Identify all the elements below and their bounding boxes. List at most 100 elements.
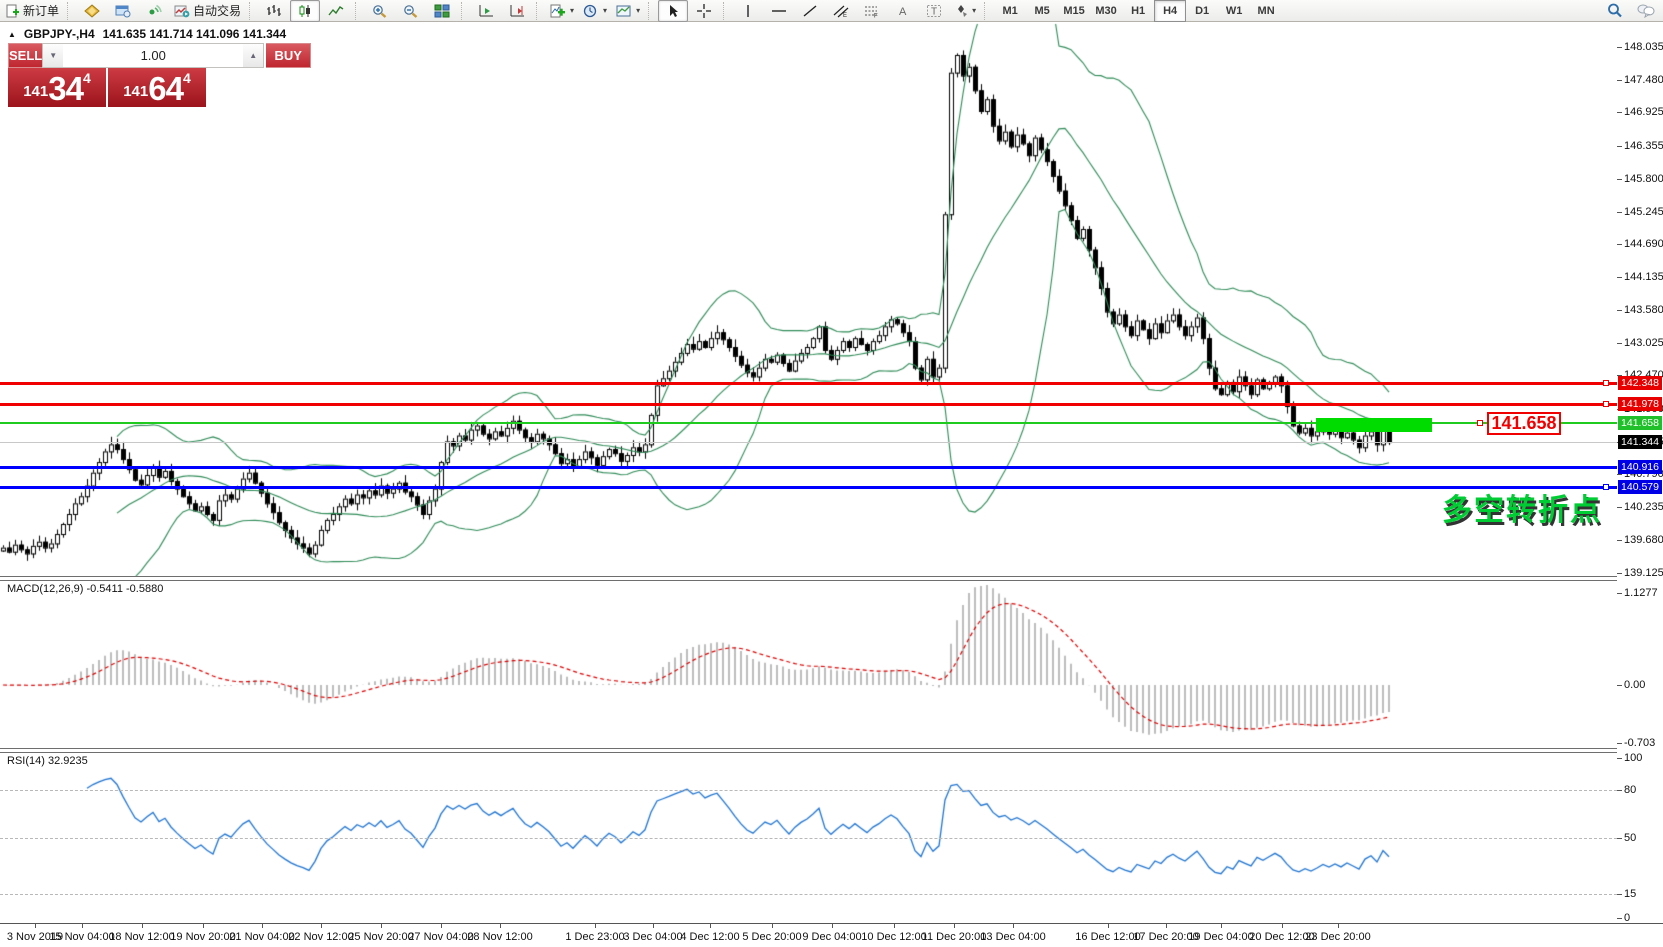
zone-price-callout[interactable]: 141.658 <box>1487 412 1561 436</box>
panel-separator[interactable] <box>0 748 1663 749</box>
indicators-button[interactable]: ▾ <box>546 0 578 22</box>
axis-tick-mark <box>1617 742 1622 744</box>
time-tick-label: 10 Dec 12:00 <box>861 931 927 943</box>
panel-collapse-arrow[interactable]: ▲ <box>8 29 16 39</box>
support-line-140.579[interactable] <box>0 485 1617 489</box>
price-divider <box>106 68 108 107</box>
timeframe-h4[interactable]: H4 <box>1154 0 1187 22</box>
demand-zone-rect[interactable] <box>1316 418 1432 433</box>
candlestick-chart-button[interactable] <box>290 0 321 22</box>
axis-tick-mark <box>1617 47 1622 48</box>
timeframe-m1[interactable]: M1 <box>1002 4 1018 17</box>
volume-increase-button[interactable]: ▲ <box>243 44 264 67</box>
buy-price-button[interactable]: 141 64 4 <box>108 68 206 107</box>
resistance-line-141.978[interactable] <box>0 403 1617 407</box>
time-tick-mark <box>1166 924 1167 928</box>
auto-trading-button[interactable]: 自动交易 <box>170 0 245 22</box>
auto-scroll-button[interactable] <box>471 0 501 22</box>
time-tick-label: 1 Dec 23:00 <box>565 931 625 943</box>
metaeditor-icon <box>84 3 100 18</box>
axis-tick-mark <box>1617 474 1622 476</box>
timeframe-m30[interactable]: M30 <box>1095 4 1117 17</box>
chart-shift-button[interactable] <box>502 0 532 22</box>
line-endpoint-marker[interactable] <box>1603 483 1609 490</box>
rsi-level-80 <box>0 790 1617 791</box>
time-tick-label: 20 Dec 12:00 <box>1249 931 1315 943</box>
bar-chart-icon <box>267 4 282 16</box>
cursor-button[interactable] <box>658 0 689 22</box>
chart-shift-icon <box>510 4 525 16</box>
axis-tick-mark <box>1617 838 1622 839</box>
line-chart-button[interactable] <box>321 0 351 22</box>
time-tick-label: 28 Nov 12:00 <box>467 931 533 943</box>
panel-separator[interactable] <box>0 576 1663 577</box>
time-tick-mark <box>1282 924 1283 928</box>
chart-plot-area[interactable]: ▲ GBPJPY-,H4 141.635 141.714 141.096 141… <box>0 22 1663 947</box>
timeframe-d1[interactable]: D1 <box>1195 4 1210 17</box>
line-endpoint-marker[interactable] <box>1603 379 1609 386</box>
price-tick-label: 139.680 <box>1624 533 1663 546</box>
templates-caret: ▾ <box>636 6 641 15</box>
zoom-in-button[interactable] <box>365 0 395 22</box>
support-line-140.916[interactable] <box>0 466 1617 470</box>
price-tick-label: 145.800 <box>1624 172 1663 185</box>
fibonacci-button[interactable]: F <box>857 0 887 22</box>
time-tick-label: 27 Nov 04:00 <box>408 931 474 943</box>
price-chart-canvas[interactable] <box>0 22 1663 947</box>
search-button[interactable] <box>1600 0 1630 22</box>
buy-button[interactable]: BUY <box>266 43 312 68</box>
timeframe-w1[interactable]: W1 <box>1225 4 1243 17</box>
zoom-out-button[interactable] <box>396 0 426 22</box>
buy-price-sup: 4 <box>182 70 191 86</box>
periods-button[interactable]: ▾ <box>579 0 611 22</box>
crosshair-button[interactable] <box>689 0 719 22</box>
panel-separator[interactable] <box>0 752 1663 753</box>
auto-scroll-icon <box>479 4 494 16</box>
equidistant-channel-button[interactable]: E <box>826 0 856 22</box>
new-order-button[interactable]: 新订单 <box>2 0 63 22</box>
turning-point-annotation[interactable]: 多空转折点 <box>1442 494 1602 527</box>
pivot-line-141.658[interactable] <box>0 422 1617 425</box>
timeframe-m5[interactable]: M5 <box>1034 4 1050 17</box>
chart-symbol: GBPJPY-,H4 <box>23 27 95 41</box>
current-price-line-141.344[interactable] <box>0 441 1617 443</box>
axis-tick-mark <box>1617 758 1622 759</box>
price-badge-141.978: 141.978 <box>1618 397 1662 412</box>
terminal-button[interactable] <box>108 0 138 22</box>
time-tick-mark <box>1013 924 1014 928</box>
time-tick-label: 21 Nov 04:00 <box>229 931 295 943</box>
time-tick-label: 4 Dec 12:00 <box>680 931 740 943</box>
price-axis[interactable]: 148.035 147.480 146.925 146.355 145.800 145.2… <box>1617 22 1663 947</box>
text-label-button[interactable]: T <box>919 0 949 22</box>
svg-text:A: A <box>899 6 907 18</box>
tile-windows-button[interactable] <box>427 0 457 22</box>
templates-button[interactable]: ▾ <box>612 0 644 22</box>
signals-button[interactable] <box>139 0 169 22</box>
timeframe-h1[interactable]: H1 <box>1131 4 1146 17</box>
resistance-line-142.348[interactable] <box>0 381 1617 385</box>
chat-button[interactable] <box>1631 0 1661 22</box>
bar-chart-button[interactable] <box>259 0 289 22</box>
arrows-button[interactable]: ▾ <box>950 0 980 22</box>
sell-button[interactable]: SELL <box>8 43 43 68</box>
vertical-line-button[interactable] <box>733 0 763 22</box>
text-button[interactable]: A <box>888 0 918 22</box>
time-tick-label: 3 Dec 04:00 <box>623 931 683 943</box>
timeframe-m15[interactable]: M15 <box>1063 4 1085 17</box>
time-axis[interactable]: 3 Nov 2019 15 Nov 04:00 18 Nov 12:00 19 Nov… <box>0 923 1663 947</box>
axis-tick-mark <box>1617 112 1622 114</box>
panel-separator[interactable] <box>0 580 1663 581</box>
new-order-icon <box>6 4 19 17</box>
volume-decrease-button[interactable]: ▼ <box>43 44 64 67</box>
zone-endpoint-marker[interactable] <box>1477 420 1483 427</box>
line-endpoint-marker[interactable] <box>1603 401 1609 408</box>
timeframe-mn[interactable]: MN <box>1257 4 1275 17</box>
sell-price-button[interactable]: 141 34 4 <box>8 68 106 107</box>
horizontal-line-button[interactable] <box>764 0 794 22</box>
metaeditor-button[interactable] <box>77 0 107 22</box>
volume-input[interactable] <box>63 44 244 67</box>
trendline-button[interactable] <box>795 0 825 22</box>
time-tick-mark <box>500 924 501 928</box>
price-tick-label: 140.235 <box>1624 501 1663 514</box>
